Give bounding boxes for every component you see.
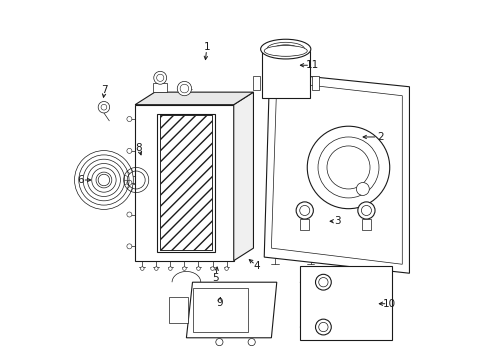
Circle shape (126, 148, 132, 153)
Circle shape (315, 319, 330, 335)
Circle shape (153, 71, 166, 84)
Text: 3: 3 (333, 216, 340, 226)
Circle shape (180, 84, 188, 93)
Circle shape (318, 322, 327, 332)
Circle shape (154, 267, 158, 270)
Text: 6: 6 (77, 175, 83, 185)
Circle shape (224, 267, 228, 270)
Bar (153, 83, 167, 92)
Circle shape (126, 180, 132, 185)
Circle shape (196, 267, 200, 270)
Circle shape (126, 244, 132, 249)
Ellipse shape (273, 45, 298, 53)
Text: 1: 1 (203, 42, 210, 52)
Text: 8: 8 (135, 143, 142, 153)
Circle shape (126, 117, 132, 122)
Text: 7: 7 (101, 85, 108, 95)
Circle shape (357, 202, 374, 219)
Circle shape (318, 278, 327, 287)
Circle shape (177, 81, 191, 96)
Circle shape (98, 102, 109, 113)
Bar (261, 51, 309, 98)
Circle shape (215, 338, 223, 346)
Circle shape (326, 146, 369, 189)
Polygon shape (264, 72, 408, 273)
Bar (362, 219, 370, 230)
Text: 4: 4 (253, 261, 260, 271)
Circle shape (210, 267, 214, 270)
Circle shape (156, 74, 163, 81)
Circle shape (101, 104, 106, 110)
Ellipse shape (260, 39, 310, 59)
Ellipse shape (266, 42, 304, 56)
Text: 10: 10 (383, 299, 395, 309)
Circle shape (356, 183, 368, 195)
Ellipse shape (264, 45, 306, 56)
Polygon shape (186, 282, 276, 338)
Polygon shape (135, 92, 253, 105)
Bar (160, 116, 212, 250)
Bar (192, 288, 247, 332)
Circle shape (98, 174, 109, 186)
Bar (169, 297, 187, 323)
Text: 2: 2 (377, 132, 383, 142)
Circle shape (361, 206, 371, 216)
Circle shape (168, 267, 172, 270)
Bar (252, 76, 260, 90)
Circle shape (306, 126, 389, 209)
Circle shape (296, 202, 313, 219)
Bar (300, 219, 308, 230)
Text: 9: 9 (216, 298, 222, 308)
Circle shape (315, 274, 330, 290)
Text: 5: 5 (212, 273, 219, 283)
Circle shape (182, 267, 186, 270)
Circle shape (299, 206, 309, 216)
Polygon shape (233, 92, 253, 261)
Circle shape (140, 267, 144, 270)
Bar (135, 105, 233, 261)
Text: 11: 11 (305, 60, 319, 70)
Bar (311, 76, 318, 90)
Bar (157, 114, 215, 252)
Bar (300, 266, 391, 339)
Circle shape (247, 338, 255, 346)
Circle shape (126, 212, 132, 217)
Circle shape (317, 137, 378, 198)
Bar (160, 116, 212, 250)
